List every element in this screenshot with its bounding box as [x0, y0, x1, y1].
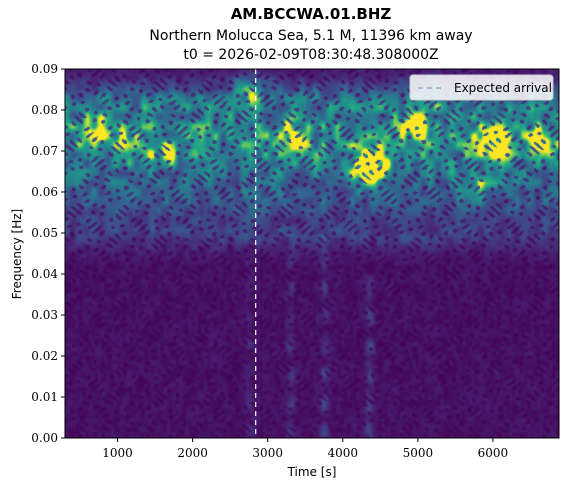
plot-frame — [64, 68, 560, 439]
x-axis: 1000 2000 3000 4000 5000 6000 — [102, 438, 508, 460]
x-tick-label: 5000 — [403, 446, 434, 460]
y-tick-label: 0.08 — [31, 103, 58, 117]
chart-subtitle-line2: t0 = 2026-02-09T08:30:48.308000Z — [183, 47, 438, 63]
chart-title: AM.BCCWA.01.BHZ — [231, 5, 392, 23]
y-tick-label: 0.07 — [31, 144, 58, 158]
x-tick-label: 3000 — [252, 446, 283, 460]
spectrogram-heatmap — [65, 69, 559, 438]
x-tick-label: 2000 — [177, 446, 208, 460]
y-tick-label: 0.03 — [31, 308, 58, 322]
legend-box — [409, 74, 554, 101]
legend-label: Expected arrival — [454, 81, 552, 95]
y-tick-label: 0.09 — [31, 62, 58, 76]
x-tick-label: 1000 — [102, 446, 133, 460]
y-axis: 0.00 0.01 0.02 0.03 0.04 0.05 0.06 0.07 0.08 0.09 — [31, 62, 65, 445]
x-tick-label: 4000 — [328, 446, 359, 460]
spectrogram-area — [65, 69, 559, 438]
y-tick-label: 0.02 — [31, 349, 58, 363]
y-tick-label: 0.00 — [31, 431, 58, 445]
x-tick-label: 6000 — [478, 446, 509, 460]
chart-subtitle-line1: Northern Molucca Sea, 5.1 M, 11396 km aw… — [149, 28, 472, 44]
y-tick-label: 0.05 — [31, 226, 58, 240]
x-axis-label: Time [s] — [287, 465, 337, 479]
legend: Expected arrival — [409, 74, 554, 101]
y-tick-label: 0.04 — [31, 267, 58, 281]
y-tick-label: 0.01 — [31, 390, 58, 404]
y-axis-label: Frequency [Hz] — [10, 209, 24, 300]
y-tick-label: 0.06 — [31, 185, 58, 199]
